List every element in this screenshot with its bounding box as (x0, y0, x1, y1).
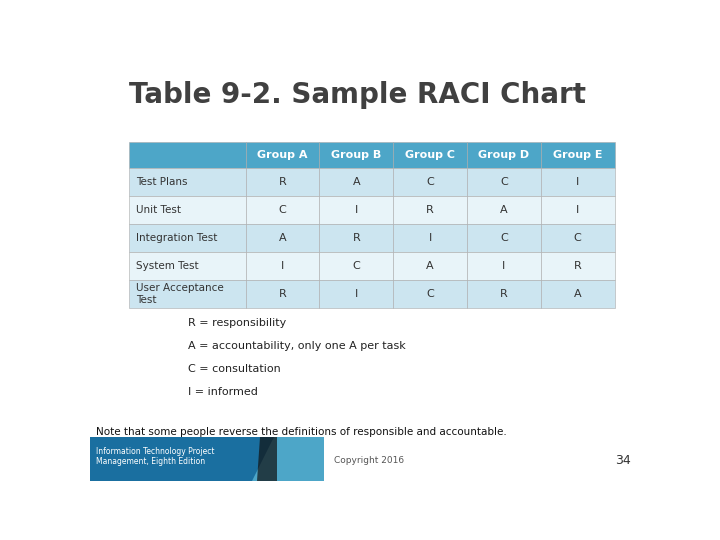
Text: Table 9-2. Sample RACI Chart: Table 9-2. Sample RACI Chart (129, 82, 586, 110)
FancyBboxPatch shape (467, 167, 541, 195)
Text: C: C (352, 261, 360, 271)
FancyBboxPatch shape (393, 167, 467, 195)
FancyBboxPatch shape (541, 167, 614, 195)
FancyBboxPatch shape (129, 280, 246, 308)
Text: Test Plans: Test Plans (136, 177, 187, 186)
Text: C: C (426, 177, 434, 186)
FancyBboxPatch shape (393, 141, 467, 167)
FancyBboxPatch shape (467, 224, 541, 252)
Text: I: I (576, 205, 580, 215)
Text: C: C (426, 289, 434, 299)
FancyBboxPatch shape (393, 252, 467, 280)
FancyBboxPatch shape (246, 195, 320, 224)
FancyBboxPatch shape (541, 141, 614, 167)
FancyBboxPatch shape (320, 195, 393, 224)
Text: Information Technology Project
Management, Eighth Edition: Information Technology Project Managemen… (96, 447, 214, 466)
Text: Group B: Group B (331, 150, 382, 160)
Text: User Acceptance
Test: User Acceptance Test (136, 283, 223, 305)
FancyBboxPatch shape (129, 167, 246, 195)
Text: I: I (428, 233, 432, 243)
Polygon shape (252, 437, 324, 481)
FancyBboxPatch shape (467, 252, 541, 280)
FancyBboxPatch shape (393, 195, 467, 224)
FancyBboxPatch shape (541, 224, 614, 252)
FancyBboxPatch shape (467, 280, 541, 308)
Text: C: C (500, 233, 508, 243)
Text: R: R (279, 177, 287, 186)
Text: I: I (355, 289, 358, 299)
Text: Copyright 2016: Copyright 2016 (334, 456, 404, 465)
Text: R: R (352, 233, 360, 243)
Text: I: I (576, 177, 580, 186)
Text: R = responsibility: R = responsibility (188, 319, 286, 328)
Text: I: I (503, 261, 505, 271)
FancyBboxPatch shape (246, 224, 320, 252)
FancyBboxPatch shape (129, 195, 246, 224)
Text: I: I (355, 205, 358, 215)
Text: C = consultation: C = consultation (188, 364, 280, 374)
FancyBboxPatch shape (541, 195, 614, 224)
Text: R: R (426, 205, 434, 215)
Text: C: C (574, 233, 582, 243)
FancyBboxPatch shape (541, 280, 614, 308)
FancyBboxPatch shape (320, 141, 393, 167)
Text: A: A (353, 177, 360, 186)
Text: R: R (500, 289, 508, 299)
Text: 34: 34 (616, 455, 631, 468)
Text: I = informed: I = informed (188, 387, 258, 397)
Text: C: C (279, 205, 287, 215)
FancyBboxPatch shape (246, 167, 320, 195)
FancyBboxPatch shape (129, 252, 246, 280)
FancyBboxPatch shape (541, 252, 614, 280)
Text: A: A (426, 261, 434, 271)
FancyBboxPatch shape (467, 195, 541, 224)
Text: A = accountability, only one A per task: A = accountability, only one A per task (188, 341, 405, 352)
Text: Unit Test: Unit Test (136, 205, 181, 215)
FancyBboxPatch shape (129, 224, 246, 252)
Text: C: C (500, 177, 508, 186)
Text: System Test: System Test (136, 261, 199, 271)
Text: Group C: Group C (405, 150, 455, 160)
Text: A: A (574, 289, 582, 299)
Text: R: R (279, 289, 287, 299)
Text: R: R (574, 261, 582, 271)
Text: Note that some people reverse the definitions of responsible and accountable.: Note that some people reverse the defini… (96, 427, 506, 436)
FancyBboxPatch shape (246, 141, 320, 167)
FancyBboxPatch shape (320, 280, 393, 308)
Text: Group A: Group A (257, 150, 307, 160)
FancyBboxPatch shape (467, 141, 541, 167)
FancyBboxPatch shape (246, 280, 320, 308)
Text: I: I (281, 261, 284, 271)
FancyBboxPatch shape (393, 280, 467, 308)
FancyBboxPatch shape (320, 167, 393, 195)
FancyBboxPatch shape (129, 141, 246, 167)
FancyBboxPatch shape (90, 437, 274, 481)
Text: Integration Test: Integration Test (136, 233, 217, 243)
FancyBboxPatch shape (246, 252, 320, 280)
FancyBboxPatch shape (320, 252, 393, 280)
Text: A: A (500, 205, 508, 215)
Polygon shape (258, 437, 277, 481)
Text: Group E: Group E (553, 150, 603, 160)
Text: Group D: Group D (478, 150, 529, 160)
FancyBboxPatch shape (320, 224, 393, 252)
FancyBboxPatch shape (393, 224, 467, 252)
Text: A: A (279, 233, 287, 243)
